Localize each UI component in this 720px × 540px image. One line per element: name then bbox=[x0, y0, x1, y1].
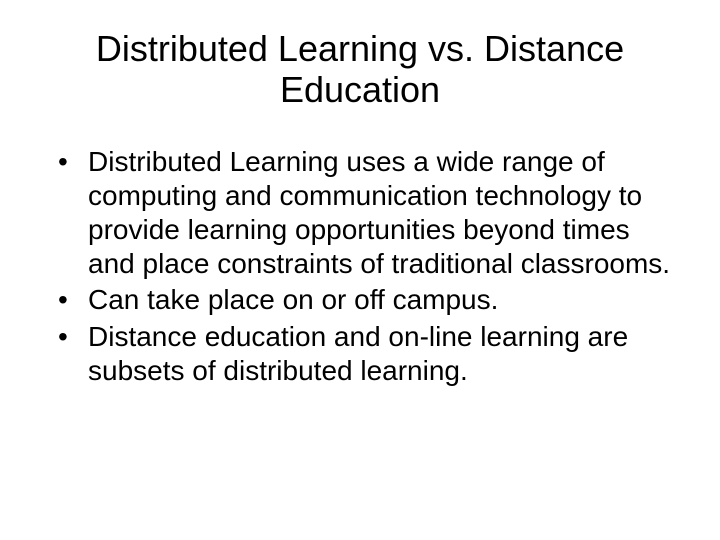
list-item: Distance education and on-line learning … bbox=[58, 320, 680, 388]
list-item: Distributed Learning uses a wide range o… bbox=[58, 145, 680, 282]
slide-title: Distributed Learning vs. Distance Educat… bbox=[40, 28, 680, 111]
list-item: Can take place on or off campus. bbox=[58, 283, 680, 317]
bullet-list: Distributed Learning uses a wide range o… bbox=[40, 145, 680, 388]
